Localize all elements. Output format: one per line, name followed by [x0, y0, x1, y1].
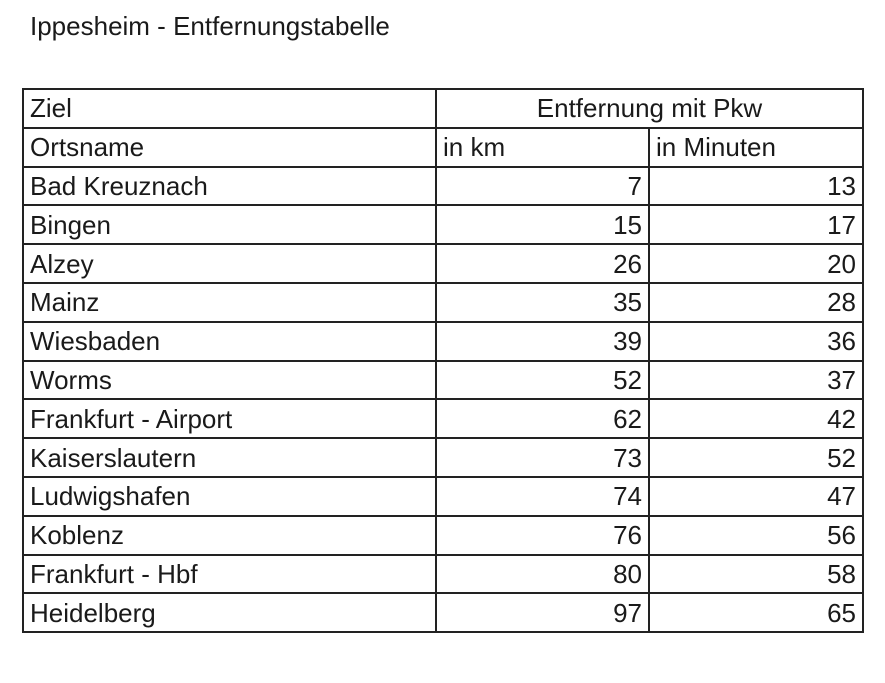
data-row: Alzey 26 20 — [22, 243, 864, 284]
data-row: Mainz 35 28 — [22, 281, 864, 323]
distance-cell: 20 — [648, 243, 864, 284]
distance-cell: 58 — [648, 553, 864, 595]
distance-cell: 35 — [435, 281, 650, 323]
distance-cell: 52 — [435, 359, 650, 401]
distance-cell: 36 — [648, 320, 864, 362]
distance-cell: 65 — [648, 592, 864, 634]
distance-cell: 39 — [435, 320, 650, 362]
place-name: Frankfurt - Airport — [22, 398, 437, 440]
place-name: Kaiserslautern — [22, 437, 437, 478]
place-name: Bingen — [22, 204, 437, 246]
data-row: Worms 52 37 — [22, 359, 864, 401]
distance-cell: 97 — [435, 592, 650, 634]
place-name: Wiesbaden — [22, 320, 437, 362]
place-name: Heidelberg — [22, 592, 437, 634]
distance-cell: 73 — [435, 437, 650, 478]
distance-cell: 74 — [435, 475, 650, 517]
data-row: Ludwigshafen 74 47 — [22, 475, 864, 517]
distance-cell: 62 — [435, 398, 650, 440]
place-name: Alzey — [22, 243, 437, 284]
data-row: Kaiserslautern 73 52 — [22, 437, 864, 478]
distance-cell: 13 — [648, 165, 864, 207]
header-cell: Entfernung mit Pkw — [435, 88, 864, 129]
distance-cell: 80 — [435, 553, 650, 595]
place-name: Frankfurt - Hbf — [22, 553, 437, 595]
distance-cell: 15 — [435, 204, 650, 246]
distance-cell: 76 — [435, 514, 650, 556]
distance-cell: 26 — [435, 243, 650, 284]
distance-cell: 42 — [648, 398, 864, 440]
header-cell: Ziel — [22, 88, 437, 129]
distance-cell: 52 — [648, 437, 864, 478]
data-row: Bingen 15 17 — [22, 204, 864, 246]
header-cell: Ortsname — [22, 126, 437, 168]
data-row: Bad Kreuznach 7 13 — [22, 165, 864, 207]
distance-table: Ziel Entfernung mit Pkw Ortsname in km in Mi… — [22, 88, 864, 634]
distance-cell: 28 — [648, 281, 864, 323]
header-cell: in km — [435, 126, 650, 168]
distance-cell: 7 — [435, 165, 650, 207]
data-row: Frankfurt - Hbf 80 58 — [22, 553, 864, 595]
table-body: Ziel Entfernung mit Pkw Ortsname in km in Mi… — [22, 88, 864, 634]
place-name: Ludwigshafen — [22, 475, 437, 517]
place-name: Bad Kreuznach — [22, 165, 437, 207]
distance-cell: 17 — [648, 204, 864, 246]
header-cell: in Minuten — [648, 126, 864, 168]
distance-cell: 56 — [648, 514, 864, 556]
document-title: Ippesheim - Entfernungstabelle — [30, 11, 390, 41]
header-row: Ziel Entfernung mit Pkw — [22, 88, 864, 129]
header-row: Ortsname in km in Minuten — [22, 126, 864, 168]
place-name: Mainz — [22, 281, 437, 323]
data-row: Frankfurt - Airport 62 42 — [22, 398, 864, 440]
place-name: Koblenz — [22, 514, 437, 556]
distance-cell: 37 — [648, 359, 864, 401]
place-name: Worms — [22, 359, 437, 401]
data-row: Heidelberg 97 65 — [22, 592, 864, 634]
data-row: Koblenz 76 56 — [22, 514, 864, 556]
data-row: Wiesbaden 39 36 — [22, 320, 864, 362]
distance-cell: 47 — [648, 475, 864, 517]
